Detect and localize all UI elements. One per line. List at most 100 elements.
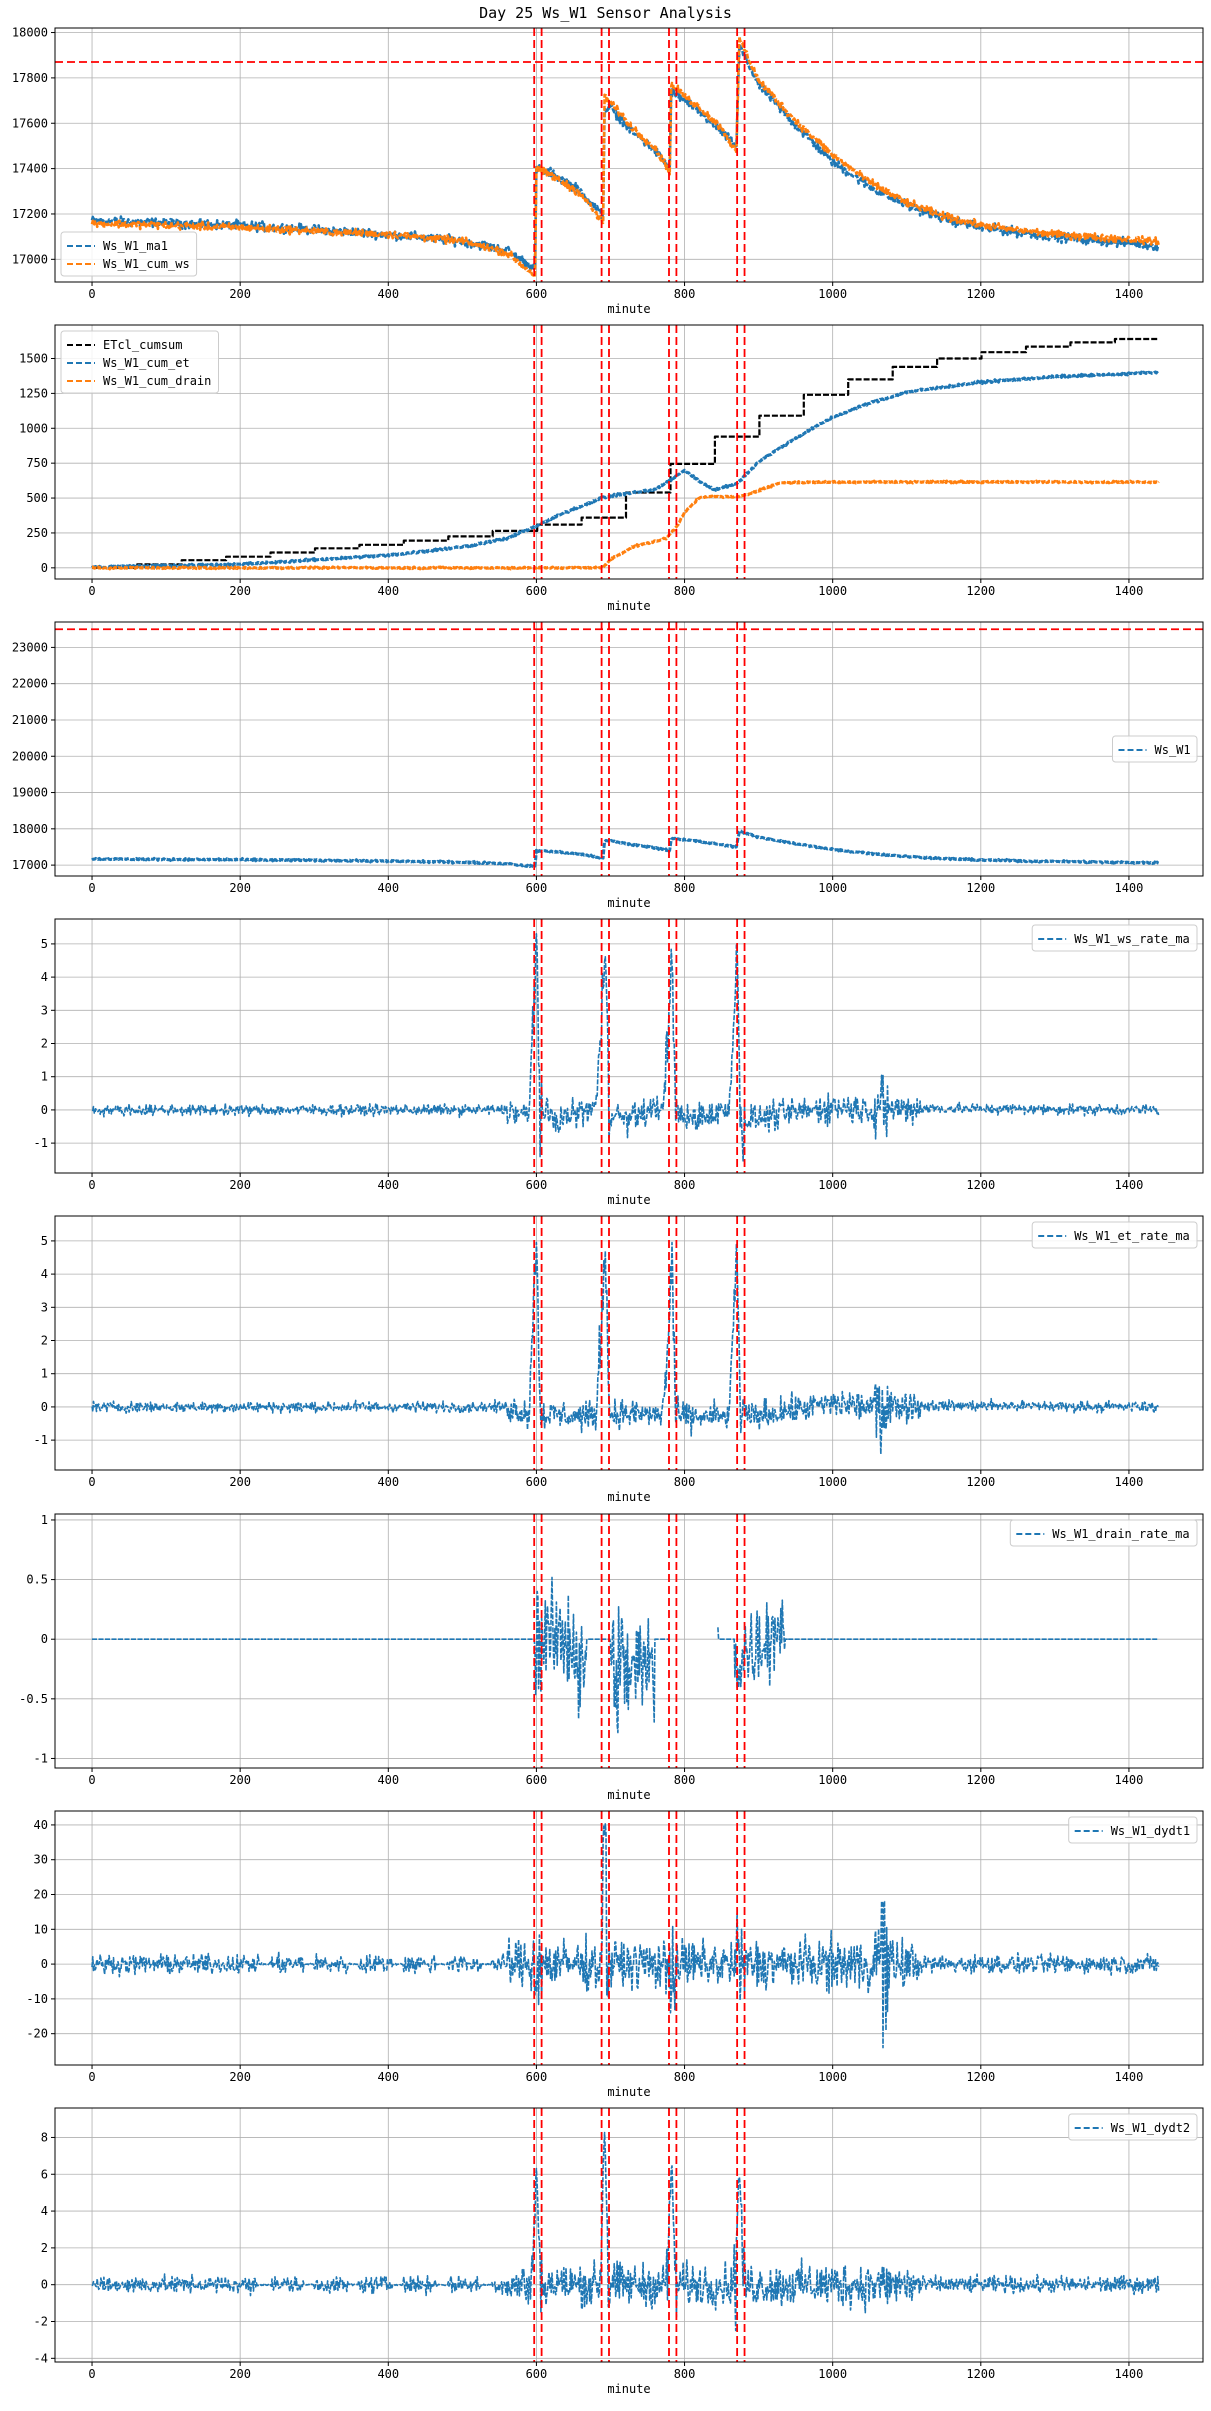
legend: Ws_W1_dydt2 xyxy=(1068,2113,1198,2141)
x-tick-label: 400 xyxy=(377,1773,399,1787)
y-tick-label: 30 xyxy=(34,1853,48,1867)
x-tick-label: 1400 xyxy=(1114,1178,1143,1192)
chart-panel-6: 0 200 400 600 800 1000 1200 1400 -1 -0.5 0 0.5 1 minu… xyxy=(19,1513,1204,1802)
x-axis-label: minute xyxy=(607,2382,650,2396)
x-axis-label: minute xyxy=(607,1490,650,1504)
chart-panel-3: 0 200 400 600 800 1000 1200 1400 17000 18000 19000… xyxy=(12,621,1204,910)
x-tick-label: 1200 xyxy=(966,1773,995,1787)
series-line-Ws_W1_ws_rate_ma xyxy=(91,933,1160,1162)
x-axis-label: minute xyxy=(607,302,650,316)
legend: Ws_W1_et_rate_ma xyxy=(1031,1221,1198,1249)
x-tick-label: 800 xyxy=(674,1178,696,1192)
plot-area xyxy=(91,325,1160,579)
y-tick-label: -1 xyxy=(34,1751,48,1765)
legend: Ws_W1_ma1 Ws_W1_cum_ws xyxy=(60,231,198,277)
y-tick-label: 4 xyxy=(41,1267,48,1281)
plot-area xyxy=(55,28,1203,282)
x-tick-label: 600 xyxy=(526,881,548,895)
x-tick-label: 800 xyxy=(674,287,696,301)
plot-area xyxy=(91,1216,1159,1470)
legend: Ws_W1_ws_rate_ma xyxy=(1031,924,1198,952)
plot-area xyxy=(55,622,1203,876)
y-tick-label: 4 xyxy=(41,2204,48,2218)
y-tick-label: 21000 xyxy=(12,713,48,727)
y-tick-label: 1 xyxy=(41,1367,48,1381)
x-tick-label: 1200 xyxy=(966,287,995,301)
y-tick-label: 20 xyxy=(34,1888,48,1902)
y-tick-label: -0.5 xyxy=(19,1692,48,1706)
legend-box xyxy=(1068,2113,1198,2141)
y-tick-label: 2 xyxy=(41,1334,48,1348)
y-tick-label: -1 xyxy=(34,1433,48,1447)
legend-label: Ws_W1_cum_drain xyxy=(103,374,211,388)
chart-panel-1: 0 200 400 600 800 1000 1200 1400 17000 17200 17400… xyxy=(12,26,1204,316)
axes-frame xyxy=(54,27,1204,283)
x-tick-label: 1000 xyxy=(818,287,847,301)
y-tick-label: 5 xyxy=(41,937,48,951)
x-tick-label: 1400 xyxy=(1114,1773,1143,1787)
y-tick-label: 23000 xyxy=(12,640,48,654)
x-tick-label: 1200 xyxy=(966,2070,995,2084)
legend-label: Ws_W1_et_rate_ma xyxy=(1074,1229,1190,1243)
y-tick-label: 17000 xyxy=(12,252,48,266)
axes-frame xyxy=(54,1513,1204,1769)
x-tick-label: 400 xyxy=(377,2367,399,2381)
x-tick-label: 400 xyxy=(377,1475,399,1489)
x-tick-label: 1200 xyxy=(966,1178,995,1192)
y-tick-label: 1500 xyxy=(19,351,48,365)
chart-panel-8: 0 200 400 600 800 1000 1200 1400 -4 -2 0 2 4 6 8 minute… xyxy=(34,2107,1204,2396)
x-tick-label: 0 xyxy=(88,287,95,301)
x-tick-label: 1400 xyxy=(1114,287,1143,301)
x-tick-label: 1200 xyxy=(966,1475,995,1489)
y-tick-label: 1 xyxy=(41,1070,48,1084)
x-tick-label: 1400 xyxy=(1114,584,1143,598)
x-tick-label: 1200 xyxy=(966,881,995,895)
x-tick-label: 600 xyxy=(526,2070,548,2084)
legend-label: Ws_W1_cum_et xyxy=(103,356,190,370)
x-tick-label: 800 xyxy=(674,1475,696,1489)
legend: Ws_W1_dydt1 xyxy=(1068,1816,1198,1844)
y-tick-label: 19000 xyxy=(12,786,48,800)
x-tick-label: 800 xyxy=(674,2367,696,2381)
y-tick-label: -20 xyxy=(26,2027,48,2041)
x-axis-label: minute xyxy=(607,1193,650,1207)
series-line-Ws_W1_dydt2 xyxy=(91,2131,1160,2332)
y-tick-label: 0 xyxy=(41,1957,48,1971)
x-tick-label: 0 xyxy=(88,2070,95,2084)
y-tick-label: 750 xyxy=(26,456,48,470)
y-tick-label: 0 xyxy=(41,561,48,575)
series-line-ETcl_cumsum xyxy=(91,337,1159,569)
y-tick-label: 4 xyxy=(41,970,48,984)
x-axis-label: minute xyxy=(607,2085,650,2099)
series-line-Ws_W1_dydt1 xyxy=(91,1823,1160,2049)
y-tick-label: -1 xyxy=(34,1136,48,1150)
x-tick-label: 1000 xyxy=(818,1178,847,1192)
x-tick-label: 600 xyxy=(526,287,548,301)
y-tick-label: 18000 xyxy=(12,26,48,40)
legend: Ws_W1 xyxy=(1112,735,1198,763)
x-tick-label: 200 xyxy=(229,287,251,301)
x-tick-label: 1200 xyxy=(966,2367,995,2381)
x-tick-label: 600 xyxy=(526,1178,548,1192)
y-tick-label: 18000 xyxy=(12,822,48,836)
x-tick-label: 800 xyxy=(674,2070,696,2084)
axes-frame xyxy=(54,1215,1204,1471)
x-tick-label: 800 xyxy=(674,584,696,598)
y-tick-label: 40 xyxy=(34,1818,48,1832)
y-tick-label: 3 xyxy=(41,1300,48,1314)
legend-box xyxy=(1031,1221,1198,1249)
x-tick-label: 400 xyxy=(377,287,399,301)
x-axis-label: minute xyxy=(607,599,650,613)
y-tick-label: 8 xyxy=(41,2130,48,2144)
x-tick-label: 1000 xyxy=(818,881,847,895)
legend-box xyxy=(1112,735,1198,763)
x-tick-label: 0 xyxy=(88,1773,95,1787)
y-tick-label: 17000 xyxy=(12,858,48,872)
y-tick-label: 17200 xyxy=(12,207,48,221)
legend-box xyxy=(1031,924,1198,952)
chart-panel-5: 0 200 400 600 800 1000 1200 1400 -1 0 1 2 3 4 5 minute W… xyxy=(34,1215,1204,1504)
x-tick-label: 1000 xyxy=(818,2070,847,2084)
legend-label: Ws_W1_ws_rate_ma xyxy=(1074,932,1190,946)
axes-frame xyxy=(54,918,1204,1174)
